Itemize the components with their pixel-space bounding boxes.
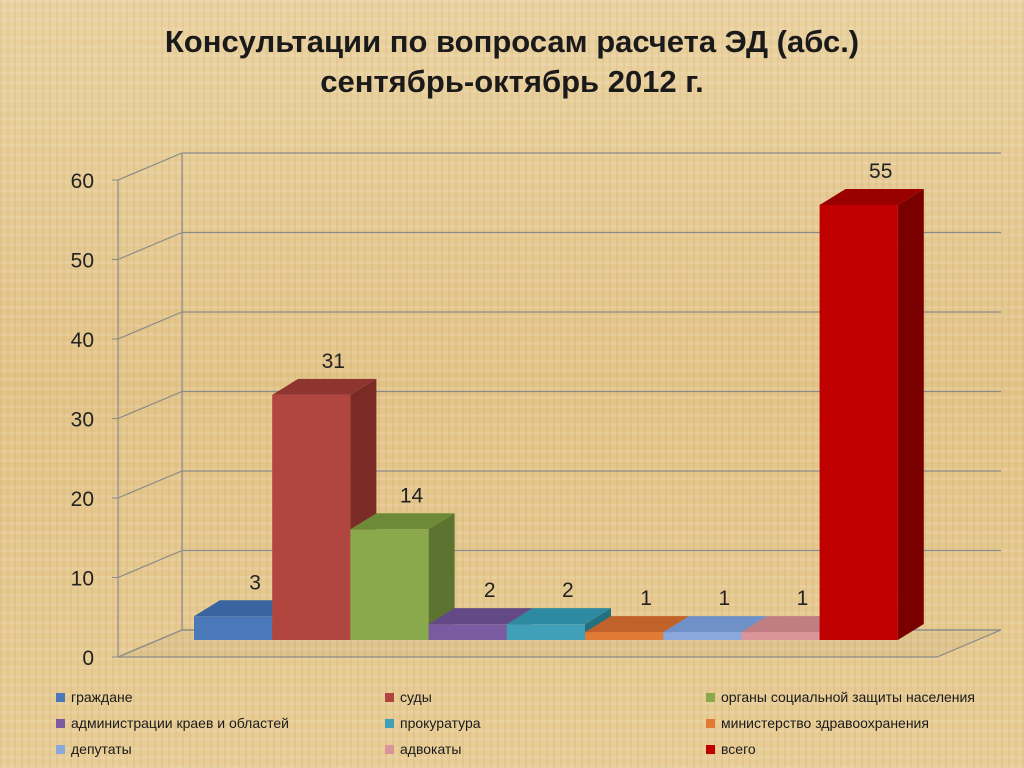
- legend-item: депутаты: [56, 736, 132, 762]
- data-label: 1: [797, 587, 809, 610]
- gridline-side: [117, 152, 183, 181]
- bar: [585, 632, 664, 640]
- bar-side: [897, 189, 924, 640]
- legend-swatch: [385, 718, 394, 728]
- legend-label: адвокаты: [400, 741, 462, 757]
- data-label: 1: [640, 587, 652, 610]
- bar: [194, 616, 273, 640]
- data-label: 14: [400, 484, 424, 507]
- chart-title-line1: Консультации по вопросам расчета ЭД (абс…: [164, 24, 860, 59]
- legend-swatch: [385, 692, 394, 702]
- bar: [741, 632, 820, 640]
- bar-top: [663, 616, 768, 633]
- data-label: 31: [322, 350, 345, 373]
- bar-top: [819, 189, 924, 205]
- legend-swatch: [706, 692, 715, 702]
- bar: [506, 624, 585, 640]
- legend-label: всего: [721, 741, 756, 757]
- y-tick-label: 60: [71, 170, 94, 193]
- bar-top: [506, 608, 611, 625]
- gridline-side: [117, 549, 183, 579]
- bar-top: [350, 513, 455, 530]
- bar-top: [194, 600, 299, 617]
- data-label: 55: [869, 160, 892, 183]
- chart-floor: [117, 629, 1002, 658]
- legend-swatch: [385, 744, 394, 754]
- y-tick-label: 10: [71, 568, 94, 591]
- legend-swatch: [56, 718, 65, 728]
- legend-item: суды: [385, 684, 432, 710]
- legend-item: органы социальной защиты населения: [706, 684, 975, 710]
- bar-side: [428, 513, 455, 640]
- bar: [663, 632, 742, 640]
- chart-title: Консультации по вопросам расчета ЭД (абс…: [0, 22, 1024, 102]
- bar: [819, 205, 898, 640]
- bar-chart-3d: 0 10 20 30 40 50 60 3 31 14 2 2 1 1 1 55: [71, 152, 1002, 670]
- legend-label: администрации краев и областей: [71, 715, 289, 731]
- legend-label: органы социальной защиты населения: [721, 689, 975, 705]
- legend-label: депутаты: [71, 741, 132, 757]
- data-label: 3: [249, 571, 261, 594]
- bar-top: [272, 378, 377, 395]
- bar-top: [585, 616, 690, 633]
- chart-title-line2: сентябрь-октябрь 2012 г.: [320, 64, 704, 99]
- gridline-side: [117, 390, 183, 420]
- legend-item: адвокаты: [385, 736, 461, 762]
- gridline-side: [117, 470, 183, 499]
- legend-swatch: [56, 692, 65, 702]
- legend-swatch: [706, 744, 715, 754]
- legend-label: суды: [400, 689, 432, 705]
- chart-legend: граждане суды органы социальной защиты нас…: [56, 684, 1016, 764]
- y-tick-label: 50: [71, 250, 94, 273]
- legend-label: прокуратура: [400, 715, 481, 731]
- bar-top: [741, 616, 846, 633]
- bar: [350, 529, 429, 640]
- bar: [272, 394, 351, 640]
- legend-item: прокуратура: [385, 710, 481, 736]
- legend-item: администрации краев и областей: [56, 710, 289, 736]
- data-label: 2: [484, 579, 496, 602]
- y-tick-label: 40: [71, 329, 94, 352]
- legend-item: министерство здравоохранения: [706, 710, 929, 736]
- legend-swatch: [706, 718, 715, 728]
- bar: [428, 624, 507, 640]
- y-tick-label: 30: [71, 409, 94, 432]
- legend-label: граждане: [71, 689, 133, 705]
- gridline-side: [117, 311, 183, 340]
- legend-label: министерство здравоохранения: [721, 715, 929, 731]
- gridline-side: [117, 231, 183, 261]
- data-label: 2: [562, 579, 574, 602]
- y-tick-label: 0: [82, 647, 94, 670]
- legend-item: граждане: [56, 684, 133, 710]
- bar-top: [428, 608, 533, 625]
- data-label: 1: [718, 587, 730, 610]
- legend-item: всего: [706, 736, 756, 762]
- legend-swatch: [56, 744, 65, 754]
- y-tick-label: 20: [71, 488, 94, 511]
